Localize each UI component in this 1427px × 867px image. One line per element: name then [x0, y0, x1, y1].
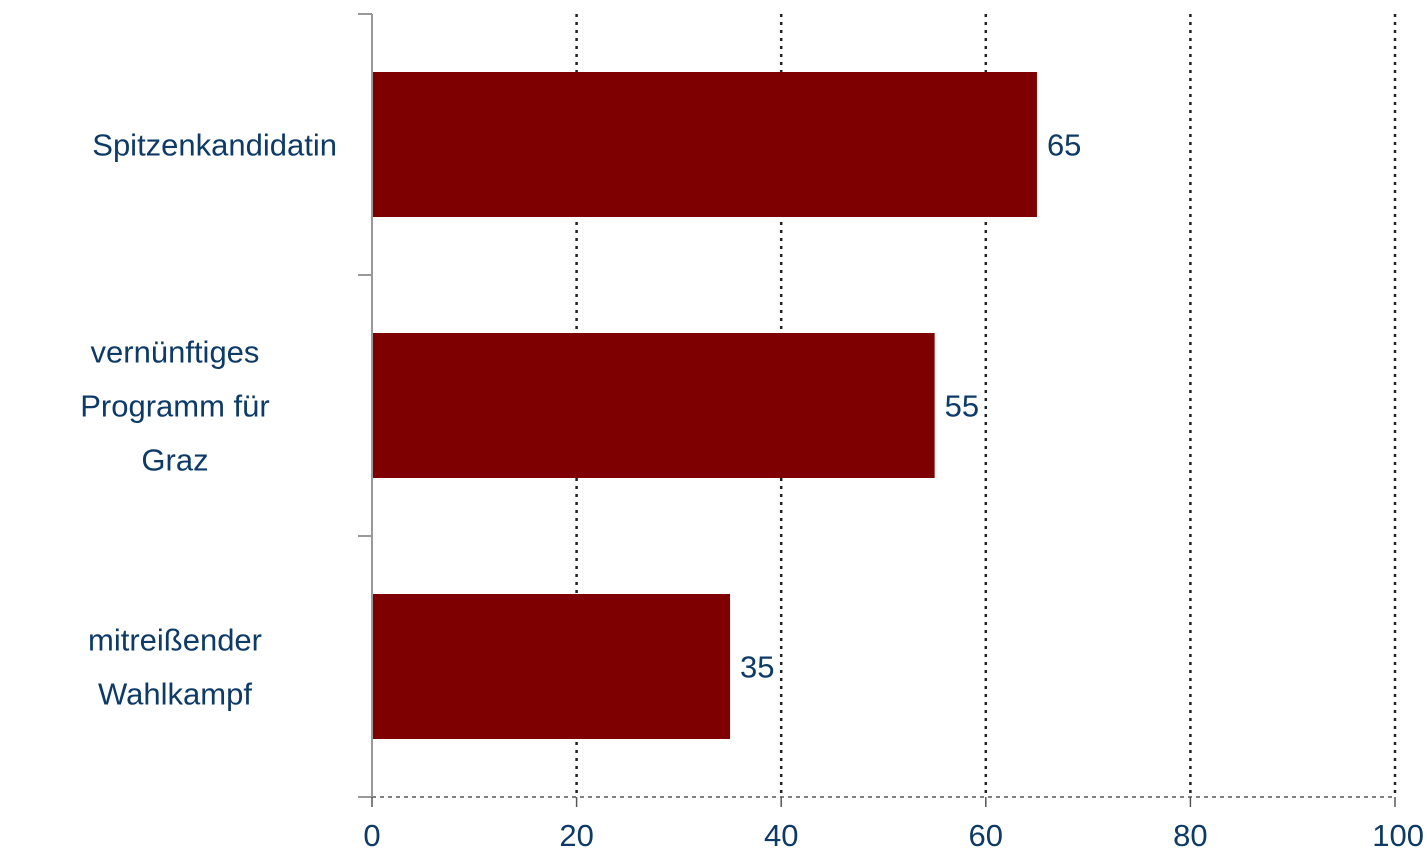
data-label-1: 55	[945, 389, 979, 424]
bar-0	[372, 72, 1037, 217]
x-tick-label-60: 60	[969, 818, 1003, 853]
bar-1	[372, 333, 935, 478]
data-label-2: 35	[740, 650, 774, 685]
x-tick-label-40: 40	[764, 818, 798, 853]
bars	[372, 72, 1037, 739]
x-tick-label-20: 20	[559, 818, 593, 853]
axes	[358, 13, 1396, 807]
bar-2	[372, 594, 731, 739]
x-tick-label-100: 100	[1372, 818, 1424, 853]
data-label-0: 65	[1047, 128, 1081, 163]
category-label-2: mitreißender Wahlkampf	[88, 623, 262, 712]
labels: 65 55 35 Spitzenkandidatin vernünftiges Progr…	[80, 128, 1424, 854]
category-label-1: vernünftiges Programm für Graz	[80, 335, 269, 478]
x-tick-label-80: 80	[1173, 818, 1207, 853]
category-label-0: Spitzenkandidatin	[92, 128, 337, 163]
x-tick-label-0: 0	[363, 818, 380, 853]
